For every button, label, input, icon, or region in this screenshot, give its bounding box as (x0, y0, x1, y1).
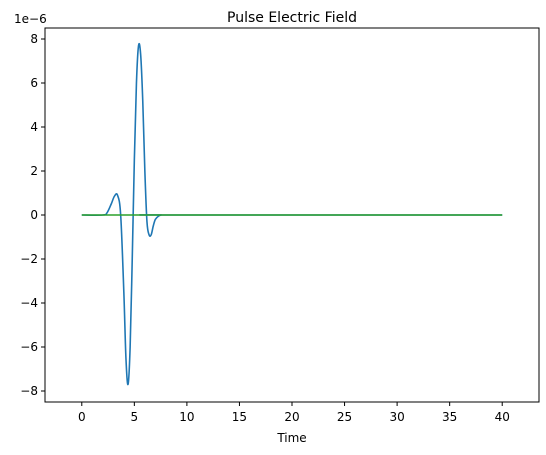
x-tick-label: 0 (78, 410, 86, 424)
y-tick-label: −4 (20, 296, 38, 310)
plot-lines (81, 42, 503, 386)
chart-title: Pulse Electric Field (227, 10, 357, 26)
y-axis-ticks: −8 −6 −4 −2 0 2 4 6 8 (20, 32, 45, 398)
x-tick-label: 35 (442, 410, 457, 424)
y-axis-offset-text: 1e−6 (14, 12, 47, 26)
x-tick-label: 10 (179, 410, 194, 424)
x-tick-label: 30 (389, 410, 404, 424)
y-tick-label: 2 (30, 164, 38, 178)
x-axis-label: Time (276, 431, 306, 445)
x-tick-label: 5 (131, 410, 139, 424)
y-tick-label: 6 (30, 76, 38, 90)
y-tick-label: −6 (20, 340, 38, 354)
y-tick-label: −8 (20, 384, 38, 398)
y-tick-label: −2 (20, 252, 38, 266)
x-tick-label: 20 (284, 410, 299, 424)
x-tick-label: 40 (495, 410, 510, 424)
series-line-0 (81, 42, 503, 386)
y-tick-label: 4 (30, 120, 38, 134)
x-tick-label: 25 (337, 410, 352, 424)
y-tick-label: 8 (30, 32, 38, 46)
x-tick-label: 15 (232, 410, 247, 424)
y-tick-label: 0 (30, 208, 38, 222)
x-axis-ticks: 0 5 10 15 20 25 30 35 40 (78, 402, 510, 424)
